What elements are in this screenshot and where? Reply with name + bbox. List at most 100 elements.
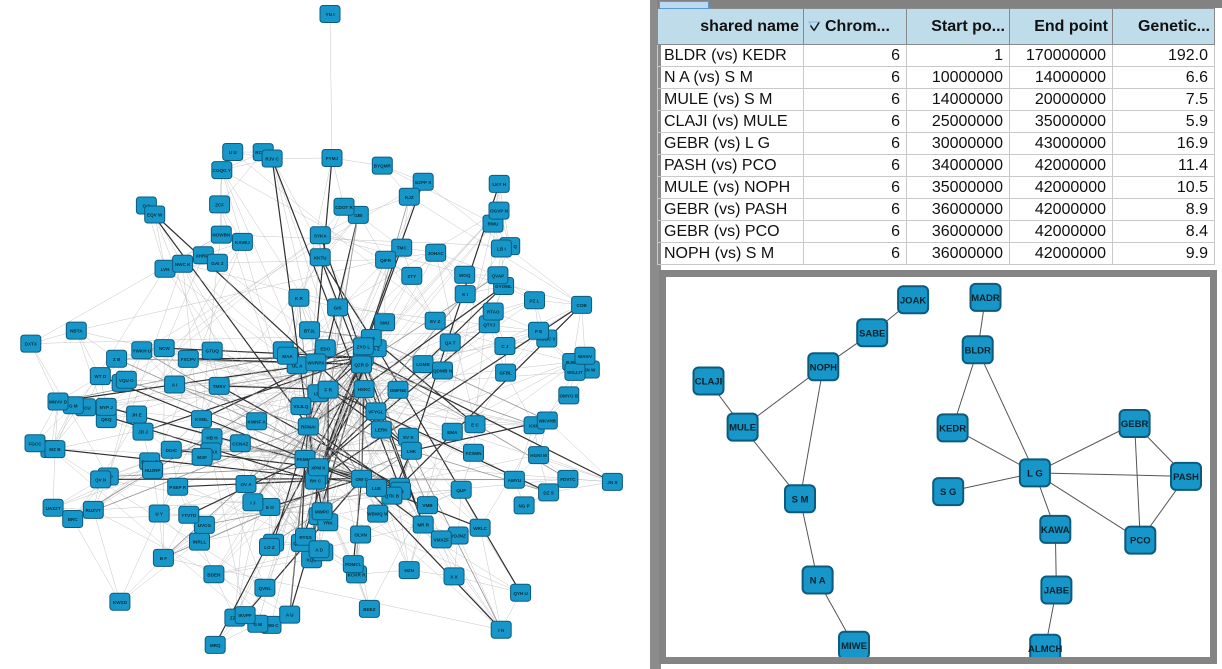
svg-text:LVH: LVH (161, 267, 171, 272)
svg-text:HB H: HB H (206, 435, 218, 440)
svg-text:RFMAI: RFMAI (301, 425, 316, 430)
svg-text:LO Z: LO Z (264, 545, 275, 550)
svg-text:GBI: GBI (354, 213, 362, 218)
svg-text:EZPP X: EZPP X (415, 180, 432, 185)
svg-text:Z B: Z B (113, 357, 121, 362)
svg-text:ZCF: ZCF (215, 203, 224, 208)
svg-text:YRK: YRK (323, 520, 333, 525)
svg-text:LGMB: LGMB (416, 362, 430, 367)
svg-text:BDEH: BDEH (207, 572, 221, 577)
svg-text:SYKA: SYKA (314, 233, 327, 238)
svg-text:JOAK: JOAK (900, 295, 927, 306)
svg-text:FZSMN: FZSMN (466, 451, 483, 456)
svg-text:UVCG: UVCG (198, 523, 212, 528)
svg-text:I J: I J (250, 500, 256, 505)
svg-text:DZ S: DZ S (543, 491, 553, 496)
svg-text:OGVP N: OGVP N (490, 209, 508, 214)
svg-text:NBTA: NBTA (70, 329, 83, 334)
svg-text:FGCC: FGCC (28, 441, 42, 446)
svg-text:BTJL: BTJL (304, 328, 316, 333)
svg-text:CLAJI: CLAJI (695, 377, 722, 388)
svg-text:KVML: KVML (195, 417, 208, 422)
svg-text:GAI Z: GAI Z (211, 261, 223, 266)
svg-text:QV N: QV N (95, 478, 107, 483)
svg-text:FDVTC: FDVTC (560, 477, 576, 482)
svg-text:QKQ: QKQ (101, 417, 112, 422)
svg-text:OLVN: OLVN (354, 533, 367, 538)
svg-text:K I: K I (462, 292, 468, 297)
svg-text:GEBR: GEBR (1121, 419, 1149, 430)
svg-text:VFYGL: VFYGL (368, 410, 384, 415)
svg-text:QZR D: QZR D (354, 363, 369, 368)
svg-text:FXCPV: FXCPV (181, 357, 197, 362)
svg-text:GMFNE: GMFNE (390, 388, 407, 393)
svg-text:LERK: LERK (375, 428, 388, 433)
svg-text:HSKC: HSKC (358, 387, 372, 392)
svg-text:VOJNZ: VOJNZ (450, 534, 466, 539)
svg-text:JD J: JD J (138, 430, 148, 435)
svg-text:KCKR R: KCKR R (348, 573, 367, 578)
svg-text:KAWA: KAWA (1041, 525, 1070, 536)
svg-text:BEEZ: BEEZ (363, 607, 375, 612)
svg-text:GFBL: GFBL (499, 371, 512, 376)
svg-text:MZ B: MZ B (49, 447, 61, 452)
svg-text:QVAP: QVAP (492, 273, 505, 278)
svg-text:OV A: OV A (240, 482, 252, 487)
svg-text:UAZZT: UAZZT (46, 506, 61, 511)
svg-text:E O: E O (266, 505, 274, 510)
svg-text:WT D: WT D (94, 374, 106, 379)
svg-text:S M: S M (792, 494, 809, 505)
svg-text:MRQ: MRQ (210, 643, 221, 648)
svg-text:KWSD: KWSD (113, 600, 128, 605)
svg-text:QIFR: QIFR (380, 258, 392, 263)
svg-text:BYQMR: BYQMR (374, 164, 392, 169)
svg-text:A I: A I (172, 383, 178, 388)
svg-text:MAA: MAA (282, 354, 293, 359)
svg-text:WGJJT: WGJJT (567, 370, 583, 375)
svg-text:N A: N A (810, 576, 826, 587)
svg-text:NWC K: NWC K (175, 262, 191, 267)
svg-text:NOWBN: NOWBN (212, 233, 231, 238)
svg-text:DYOML: DYOML (495, 284, 512, 289)
svg-text:YWKH U: YWKH U (132, 348, 151, 353)
svg-text:TMC: TMC (397, 246, 408, 251)
svg-text:BRC: BRC (68, 517, 79, 522)
svg-text:QA T: QA T (445, 341, 456, 346)
svg-text:RJV C: RJV C (265, 157, 279, 162)
svg-text:MADR: MADR (971, 293, 1000, 304)
svg-text:GTUQ: GTUQ (206, 349, 220, 354)
svg-text:QVNL: QVNL (259, 586, 272, 591)
svg-text:PZ L: PZ L (530, 298, 540, 303)
svg-text:PCO: PCO (1130, 536, 1151, 547)
svg-text:DGIC: DGIC (166, 448, 178, 453)
svg-text:FYMJ: FYMJ (326, 156, 339, 161)
svg-text:ALMCH: ALMCH (1028, 644, 1062, 655)
svg-text:YTVTD: YTVTD (181, 513, 197, 518)
svg-text:VMXZF: VMXZF (434, 538, 450, 543)
svg-text:RUZVT: RUZVT (86, 508, 102, 513)
svg-text:F R: F R (324, 388, 332, 393)
svg-text:U Y: U Y (155, 512, 163, 517)
svg-text:QYH U: QYH U (513, 591, 528, 596)
svg-text:WVRPX: WVRPX (307, 361, 325, 366)
svg-text:WKVHB: WKVHB (539, 419, 557, 424)
svg-text:JOHAC: JOHAC (428, 251, 445, 256)
svg-text:SMJ: SMJ (380, 320, 390, 325)
svg-text:MNVV D: MNVV D (49, 400, 68, 405)
svg-text:I N: I N (498, 628, 505, 633)
svg-text:EV Z: EV Z (430, 319, 440, 324)
svg-text:INRLL: INRLL (193, 540, 207, 545)
svg-text:P E: P E (535, 329, 542, 334)
svg-text:X X: X X (450, 575, 458, 580)
svg-text:RH C: RH C (310, 479, 322, 484)
svg-text:TMKV: TMKV (213, 384, 227, 389)
svg-text:VMB: VMB (422, 503, 433, 508)
svg-text:SV K: SV K (403, 435, 414, 440)
svg-text:RWU: RWU (488, 222, 500, 227)
svg-text:HUZRP: HUZRP (145, 468, 161, 473)
svg-text:YN I: YN I (326, 12, 335, 17)
svg-text:KJZ: KJZ (405, 195, 414, 200)
svg-text:EQV W: EQV W (147, 213, 163, 218)
svg-text:PASH: PASH (1173, 472, 1199, 483)
svg-text:BLDR: BLDR (965, 345, 992, 356)
